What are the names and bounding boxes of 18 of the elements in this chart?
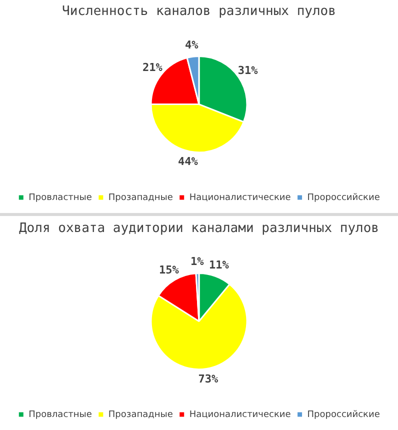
- data-label: 31%: [238, 64, 258, 77]
- legend-label: Прозападные: [108, 192, 174, 203]
- chart-title: Доля охвата аудитории каналами различных пулов: [18, 221, 380, 236]
- data-label: 73%: [198, 372, 219, 386]
- data-label: 4%: [184, 38, 199, 52]
- data-label: 44%: [178, 155, 198, 168]
- legend-label: Пророссийские: [307, 410, 380, 420]
- legend-label: Националистические: [189, 192, 292, 203]
- data-label: 21%: [142, 61, 163, 74]
- legend-label: Прозападные: [108, 410, 174, 420]
- data-label: 15%: [159, 263, 180, 276]
- data-label: 1%: [190, 255, 204, 268]
- legend-label: Националистические: [189, 410, 292, 420]
- chart-title: Численность каналов различных пулов: [62, 4, 336, 20]
- legend-label: Провластные: [28, 192, 92, 203]
- legend-label: Провластные: [28, 410, 92, 420]
- data-label: 11%: [209, 258, 230, 272]
- legend-label: Пророссийские: [307, 192, 380, 203]
